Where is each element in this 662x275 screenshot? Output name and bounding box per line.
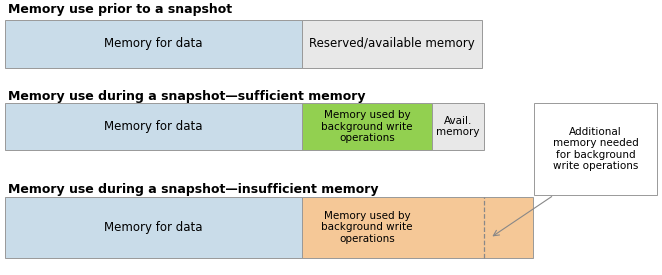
Bar (302, 197, 533, 258)
Bar (5, 103, 302, 150)
Text: Memory use prior to a snapshot: Memory use prior to a snapshot (8, 3, 232, 16)
Text: Memory for data: Memory for data (104, 221, 203, 234)
Text: Memory use during a snapshot—sufficient memory: Memory use during a snapshot—sufficient … (8, 90, 365, 103)
Bar (534, 103, 657, 195)
Bar (5, 20, 302, 68)
Text: Memory use during a snapshot—insufficient memory: Memory use during a snapshot—insufficien… (8, 183, 379, 196)
Bar (302, 20, 482, 68)
Text: Avail.
memory: Avail. memory (436, 116, 480, 137)
Text: Additional
memory needed
for background
write operations: Additional memory needed for background … (553, 126, 638, 171)
Text: Memory for data: Memory for data (104, 120, 203, 133)
Text: Memory used by
background write
operations: Memory used by background write operatio… (321, 211, 412, 244)
Text: Memory for data: Memory for data (104, 37, 203, 51)
Bar (432, 103, 484, 150)
Bar (302, 103, 432, 150)
Bar (5, 197, 302, 258)
Text: Reserved/available memory: Reserved/available memory (309, 37, 475, 51)
Text: Memory used by
background write
operations: Memory used by background write operatio… (321, 110, 412, 143)
